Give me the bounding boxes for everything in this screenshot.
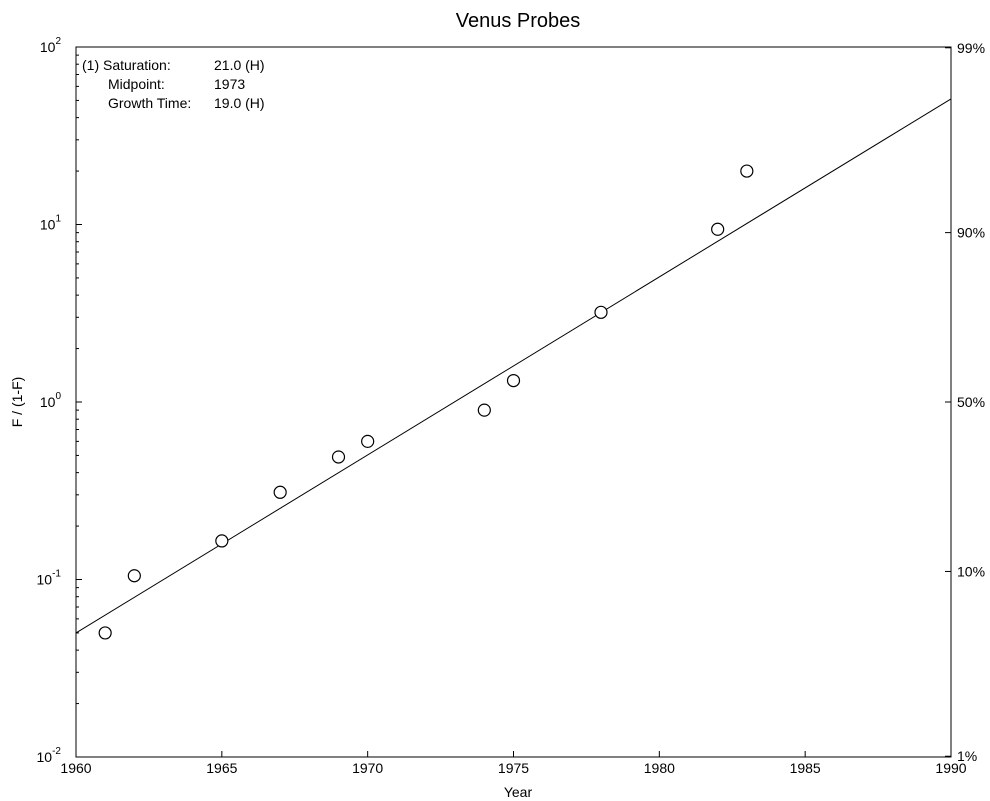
y-tick-label: 10-2 [37,746,62,765]
y-tick-label: 102 [40,36,62,55]
y-tick-label: 10-1 [37,569,62,588]
x-tick-label: 1975 [498,760,529,776]
y-tick-label: 101 [40,214,62,233]
right-tick-label: 1% [957,748,977,764]
x-axis: 1960 1965 1970 1975 1980 1985 1990 [60,751,967,776]
chart-title: Venus Probes [456,10,581,32]
right-tick-label: 10% [957,563,985,579]
right-tick-label: 99% [957,40,985,56]
data-point [273,485,287,499]
data-point [331,450,346,464]
y-tick-label: 100 [40,391,62,410]
annotation-midpoint-label: Midpoint: [108,76,165,92]
y-axis-left: 10-2 10-1 100 101 102 [37,36,82,765]
right-tick-label: 50% [957,394,985,410]
x-tick-label: 1965 [206,760,237,776]
x-tick-label: 1960 [60,760,91,776]
annotation-growth-time-value: 19.0 (H) [214,95,265,111]
annotation-saturation-label: (1) Saturation: [82,57,171,73]
data-points [98,164,754,640]
x-axis-label: Year [504,784,533,800]
data-point [711,222,725,236]
x-tick-label: 1985 [790,760,821,776]
annotation-saturation-value: 21.0 (H) [214,57,265,73]
x-tick-label: 1980 [644,760,675,776]
x-tick-label: 1990 [935,760,966,776]
data-point [98,626,112,640]
y-axis-right: 1% 10% 50% 90% 99% [945,40,985,764]
data-point [215,534,229,548]
right-tick-label: 90% [957,225,985,241]
data-point [740,164,754,178]
data-point [127,569,141,583]
y-axis-label: F / (1-F) [9,377,25,428]
data-point [594,305,608,319]
fit-annotation: (1) Saturation: 21.0 (H) Midpoint: 1973 … [82,57,265,111]
data-point [477,403,491,417]
annotation-midpoint-value: 1973 [214,76,245,92]
data-point [361,434,375,448]
x-tick-label: 1970 [352,760,383,776]
plot-frame [75,46,952,758]
fit-line [75,98,952,634]
annotation-growth-time-label: Growth Time: [108,95,191,111]
data-point [506,373,521,388]
